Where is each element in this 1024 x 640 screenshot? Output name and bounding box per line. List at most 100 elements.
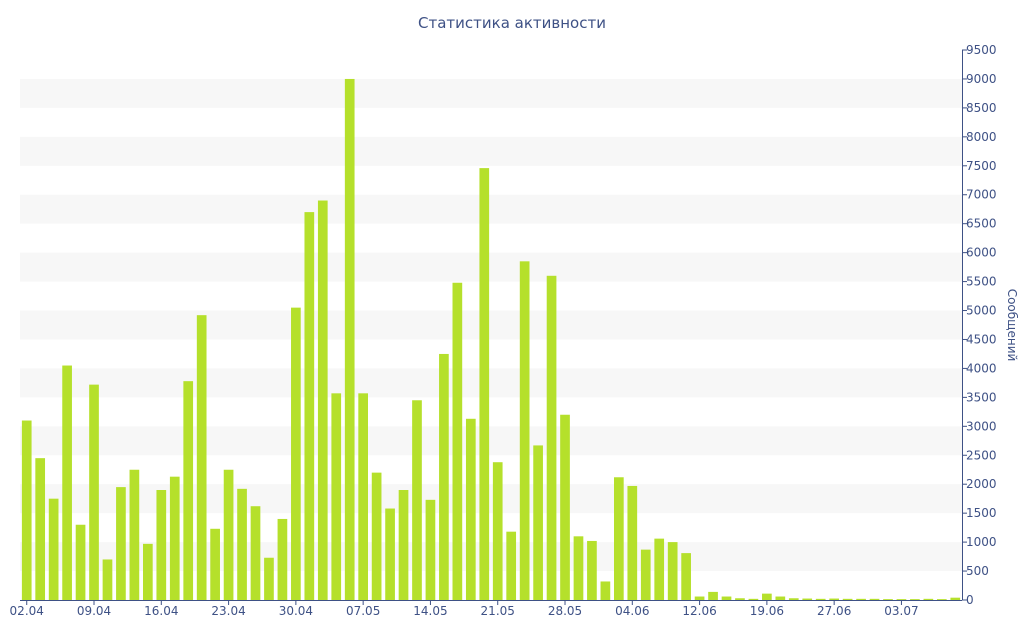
y-tick-label: 6000 (966, 246, 997, 260)
grid-band (20, 310, 962, 340)
grid-band (20, 368, 962, 398)
y-tick-label: 6500 (966, 217, 997, 231)
bar[interactable] (910, 599, 920, 600)
bar[interactable] (465, 418, 476, 600)
bar[interactable] (708, 591, 718, 600)
y-tick-label: 9500 (966, 43, 997, 57)
bar[interactable] (762, 593, 772, 600)
x-tick-label: 04.06 (615, 604, 649, 618)
bar[interactable] (344, 78, 355, 600)
bar[interactable] (869, 598, 880, 600)
bar[interactable] (89, 384, 99, 600)
bar[interactable] (277, 518, 288, 600)
y-tick-label: 4500 (966, 332, 997, 346)
bar[interactable] (75, 524, 86, 600)
y-tick-label: 2000 (966, 477, 997, 491)
bar[interactable] (183, 381, 194, 600)
bar[interactable] (452, 282, 463, 600)
bar[interactable] (21, 420, 32, 600)
bar[interactable] (775, 596, 786, 600)
bar[interactable] (829, 598, 839, 600)
bar[interactable] (412, 400, 422, 600)
bar[interactable] (842, 598, 853, 600)
grid-band (20, 194, 962, 224)
bar[interactable] (317, 200, 328, 600)
bar[interactable] (250, 506, 261, 600)
chart-title: Статистика активности (418, 14, 606, 32)
y-tick-label: 8500 (966, 101, 997, 115)
y-tick-label: 7000 (966, 188, 997, 202)
bar[interactable] (533, 445, 543, 600)
bar[interactable] (196, 315, 207, 600)
x-tick-label: 02.04 (10, 604, 44, 618)
bar[interactable] (654, 538, 665, 600)
bar[interactable] (479, 168, 490, 601)
bar[interactable] (735, 598, 745, 600)
bar[interactable] (519, 261, 530, 600)
x-tick-label: 16.04 (144, 604, 178, 618)
bar[interactable] (600, 581, 611, 600)
bar[interactable] (614, 477, 624, 600)
bar[interactable] (587, 540, 597, 600)
x-tick-label: 27.06 (817, 604, 851, 618)
bar[interactable] (398, 490, 409, 600)
bar[interactable] (640, 549, 651, 600)
bar[interactable] (896, 599, 907, 600)
bar[interactable] (371, 472, 382, 600)
bar[interactable] (102, 559, 113, 600)
bar[interactable] (748, 598, 759, 600)
y-tick-label: 5500 (966, 275, 997, 289)
x-tick-label: 09.04 (77, 604, 111, 618)
bar[interactable] (560, 414, 570, 600)
y-tick-label: 2500 (966, 448, 997, 462)
bar[interactable] (358, 393, 368, 600)
bar[interactable] (116, 487, 126, 600)
bar[interactable] (156, 490, 167, 600)
bar[interactable] (856, 598, 866, 600)
bar[interactable] (694, 596, 705, 600)
bar[interactable] (950, 597, 961, 600)
bar[interactable] (721, 596, 732, 600)
x-tick-label: 28.05 (548, 604, 582, 618)
bar[interactable] (573, 536, 584, 600)
y-axis-label: Сообщений (1005, 289, 1019, 362)
bar[interactable] (492, 462, 503, 600)
y-tick-label: 9000 (966, 72, 997, 86)
bar[interactable] (169, 476, 180, 600)
bar[interactable] (788, 598, 799, 600)
x-tick-label: 07.05 (346, 604, 380, 618)
bar[interactable] (815, 598, 826, 600)
y-tick-label: 7500 (966, 159, 997, 173)
x-tick-label: 23.04 (211, 604, 245, 618)
bar[interactable] (439, 353, 449, 600)
bar[interactable] (291, 307, 301, 600)
bar[interactable] (223, 469, 234, 600)
bar[interactable] (35, 458, 46, 600)
bar[interactable] (210, 528, 220, 600)
bar[interactable] (546, 275, 557, 600)
bar[interactable] (143, 543, 153, 600)
bar[interactable] (627, 485, 638, 600)
bar[interactable] (506, 531, 517, 600)
bar[interactable] (129, 469, 140, 600)
bar[interactable] (802, 598, 813, 600)
y-tick-label: 3000 (966, 419, 997, 433)
bar[interactable] (923, 598, 934, 600)
bar[interactable] (667, 542, 678, 600)
bar[interactable] (385, 508, 395, 600)
bar[interactable] (62, 365, 72, 600)
bar[interactable] (48, 498, 59, 600)
bar[interactable] (936, 599, 947, 600)
bar[interactable] (264, 557, 274, 600)
bar[interactable] (681, 553, 691, 600)
grid-band (20, 78, 962, 108)
bar[interactable] (883, 599, 893, 600)
x-axis-ticks: 02.04 09.04 16.04 23.04 30.04 07.05 14.05 21.05… (10, 600, 919, 618)
bar[interactable] (331, 393, 342, 600)
bar[interactable] (237, 488, 247, 600)
bar[interactable] (304, 212, 315, 601)
y-tick-label: 0 (966, 593, 974, 607)
bar[interactable] (425, 499, 436, 600)
grid-band (20, 426, 962, 456)
